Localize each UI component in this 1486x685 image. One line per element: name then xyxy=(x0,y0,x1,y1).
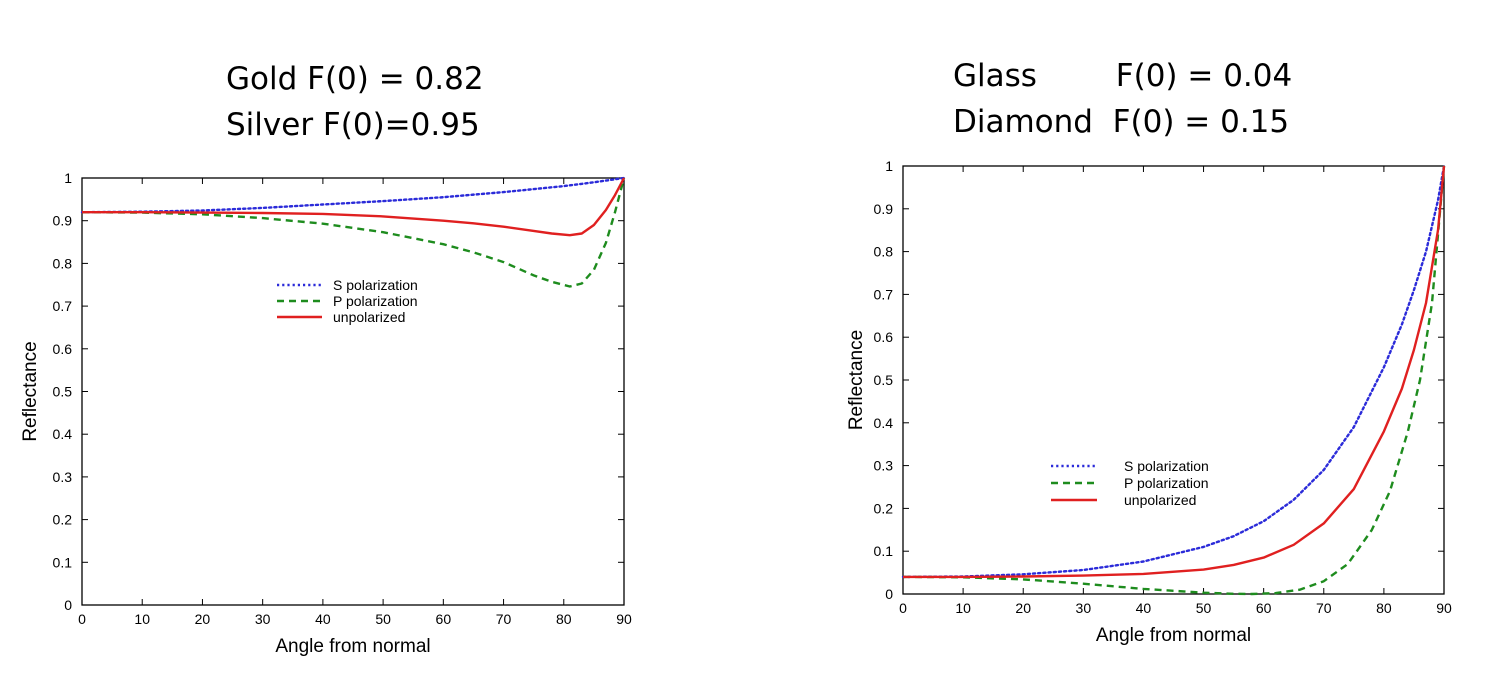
series-line xyxy=(80,176,626,214)
legend-label: P polarization xyxy=(333,293,418,309)
x-tick-label: 80 xyxy=(1376,600,1392,616)
y-tick-label: 0.4 xyxy=(53,426,73,442)
y-tick-label: 0.9 xyxy=(53,213,73,229)
x-tick-label: 20 xyxy=(1015,600,1031,616)
y-tick-label: 0.7 xyxy=(53,298,73,314)
y-tick-label: 0 xyxy=(885,586,893,602)
y-tick-label: 0 xyxy=(64,597,72,613)
y-tick-label: 1 xyxy=(885,158,893,174)
left-chart-caption: Gold F(0) = 0.82 Silver F(0)=0.95 xyxy=(226,56,484,148)
y-tick-label: 0.9 xyxy=(874,201,894,217)
y-tick-label: 0.8 xyxy=(53,255,73,271)
x-tick-label: 50 xyxy=(375,611,391,627)
legend-label: S polarization xyxy=(333,277,418,293)
y-tick-label: 0.5 xyxy=(53,384,73,400)
x-tick-label: 30 xyxy=(1076,600,1092,616)
plot-frame xyxy=(81,177,625,606)
x-tick-label: 0 xyxy=(899,600,907,616)
y-tick-label: 0.1 xyxy=(53,554,73,570)
caption-line-silver: Silver F(0)=0.95 xyxy=(226,107,480,143)
x-tick-label: 10 xyxy=(134,611,150,627)
legend-label: S polarization xyxy=(1124,458,1209,474)
series-line xyxy=(82,177,626,237)
x-tick-label: 40 xyxy=(1136,600,1152,616)
x-tick-label: 40 xyxy=(315,611,331,627)
right-chart: 0 10 20 30 40 50 60 70 80 90 0 0.1 0.2 0.3 0.4 0.5 0.6 0.… xyxy=(846,158,1452,646)
y-tick-label: 1 xyxy=(64,170,72,186)
x-tick-label: 60 xyxy=(436,611,452,627)
x-tick-label: 70 xyxy=(1316,600,1332,616)
x-tick-label: 50 xyxy=(1196,600,1212,616)
x-tick-label: 80 xyxy=(556,611,572,627)
caption-line-glass: Glass F(0) = 0.04 xyxy=(953,58,1293,94)
series-line xyxy=(901,164,1446,579)
y-tick-label: 0.5 xyxy=(874,372,894,388)
x-tick-label: 60 xyxy=(1256,600,1272,616)
plot-frame xyxy=(902,165,1445,595)
y-tick-label: 0.3 xyxy=(53,469,73,485)
right-chart-caption: Glass F(0) = 0.04 Diamond F(0) = 0.15 xyxy=(953,53,1292,145)
x-tick-label: 30 xyxy=(255,611,271,627)
series-line xyxy=(81,177,626,288)
legend-label: unpolarized xyxy=(333,309,405,325)
y-tick-label: 0.7 xyxy=(874,286,894,302)
y-tick-label: 0.3 xyxy=(874,458,894,474)
y-tick-label: 0.8 xyxy=(874,244,894,260)
series-line xyxy=(902,165,1446,596)
x-tick-label: 70 xyxy=(496,611,512,627)
legend-label: P polarization xyxy=(1124,475,1209,491)
y-axis-label: Reflectance xyxy=(20,341,41,441)
y-tick-label: 0.4 xyxy=(874,415,894,431)
x-tick-label: 90 xyxy=(1436,600,1452,616)
y-tick-label: 0.6 xyxy=(53,341,73,357)
series-line xyxy=(903,165,1446,579)
legend-label: unpolarized xyxy=(1124,492,1196,508)
y-tick-label: 0.6 xyxy=(874,329,894,345)
x-axis-label: Angle from normal xyxy=(275,636,430,657)
x-axis-label: Angle from normal xyxy=(1096,625,1251,646)
y-tick-label: 0.2 xyxy=(53,512,73,528)
caption-line-gold: Gold F(0) = 0.82 xyxy=(226,61,484,97)
x-tick-label: 10 xyxy=(955,600,971,616)
y-tick-label: 0.2 xyxy=(874,500,894,516)
caption-line-diamond: Diamond F(0) = 0.15 xyxy=(953,104,1290,140)
x-tick-label: 90 xyxy=(616,611,632,627)
y-tick-label: 0.1 xyxy=(874,543,894,559)
left-chart: 0 10 20 30 40 50 60 70 80 90 0 0.1 0.2 0.3 0.4 0.5 0.6 0.… xyxy=(20,170,632,657)
y-axis-label: Reflectance xyxy=(846,330,867,430)
x-tick-label: 0 xyxy=(78,611,86,627)
x-tick-label: 20 xyxy=(195,611,211,627)
